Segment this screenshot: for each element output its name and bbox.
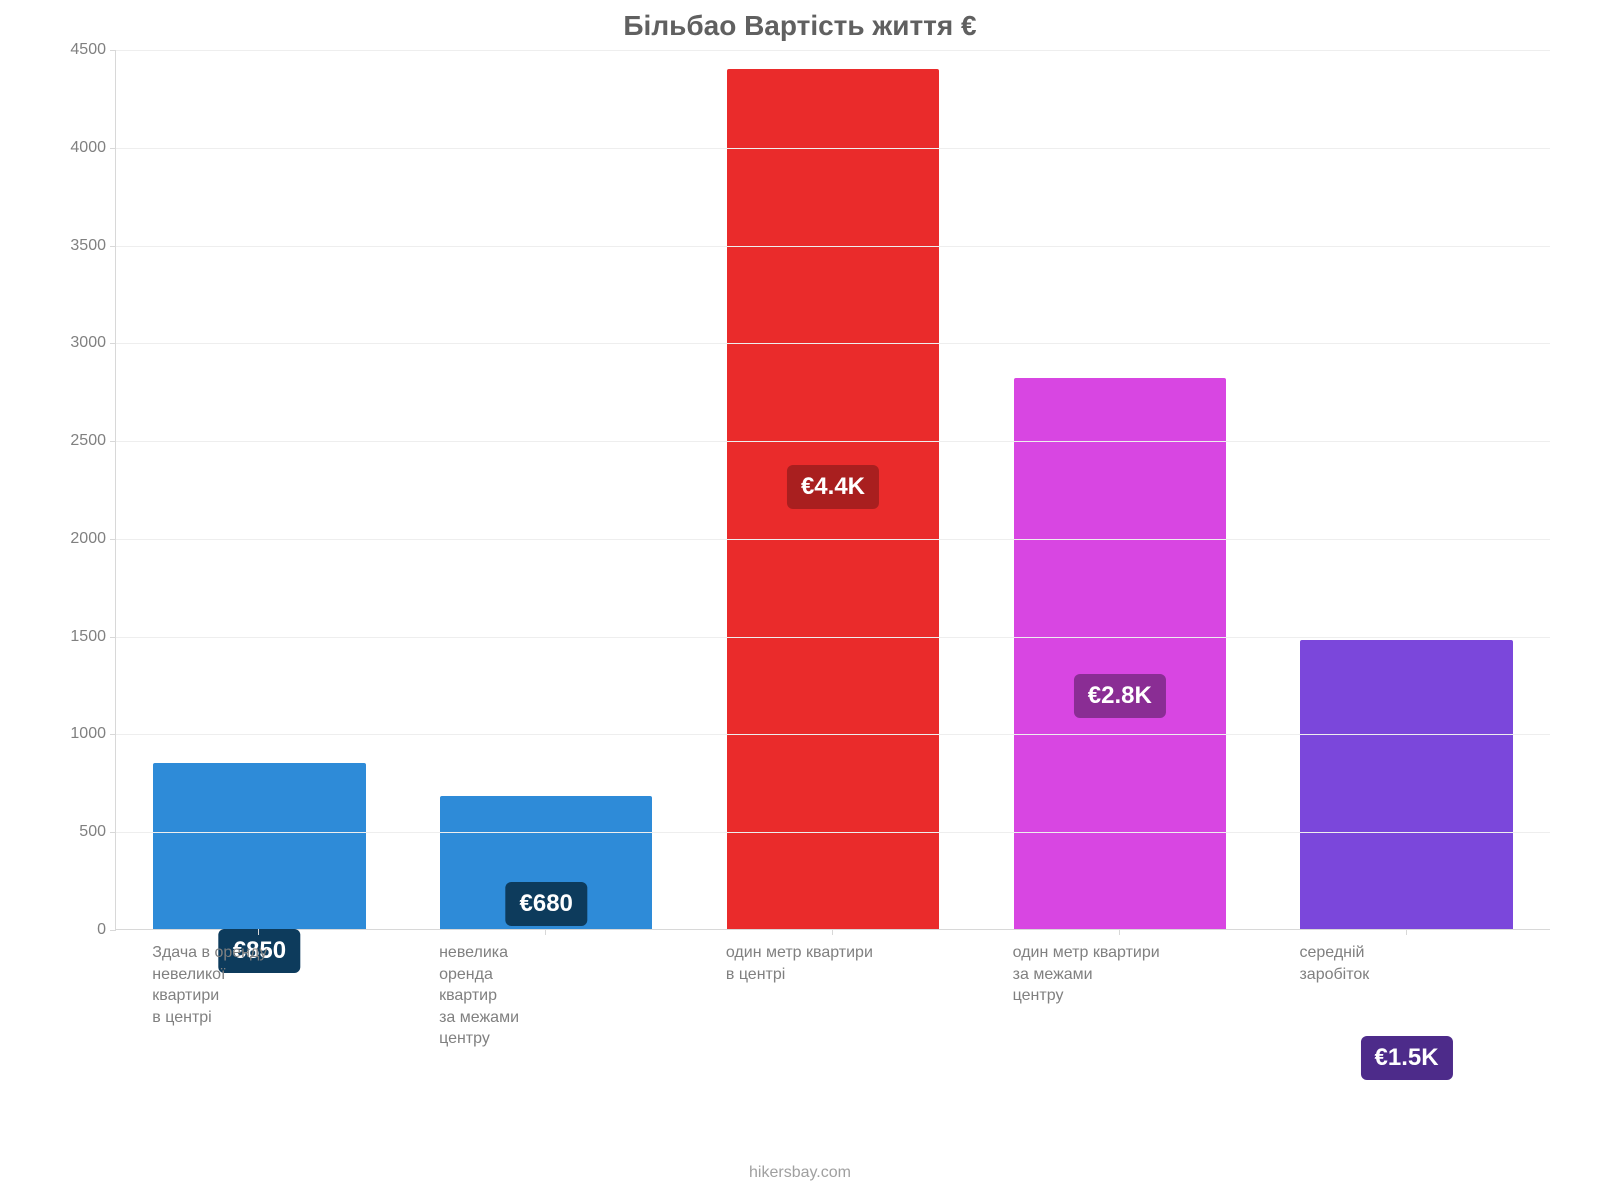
- x-axis-label: Здача в оренду невеликої квартири в цент…: [152, 942, 364, 1028]
- y-axis-label: 3500: [56, 237, 116, 255]
- x-axis-labels: Здача в оренду невеликої квартири в цент…: [115, 930, 1550, 1130]
- bar: €1.5K: [1300, 640, 1512, 929]
- x-axis-label: невелика оренда квартир за межами центру: [439, 942, 651, 1050]
- y-axis-label: 1500: [56, 628, 116, 646]
- grid-line: [116, 734, 1550, 735]
- value-badge: €4.4K: [787, 465, 879, 509]
- x-axis-label: один метр квартири за межами центру: [1013, 942, 1225, 1007]
- y-axis-label: 1000: [56, 725, 116, 743]
- grid-line: [116, 539, 1550, 540]
- chart-title: Більбао Вартість життя €: [50, 10, 1550, 42]
- attribution: hikersbay.com: [0, 1164, 1600, 1182]
- grid-line: [116, 637, 1550, 638]
- x-axis-label: один метр квартири в центрі: [726, 942, 938, 985]
- y-axis-label: 0: [56, 921, 116, 939]
- value-badge: €2.8K: [1074, 674, 1166, 718]
- y-axis-label: 500: [56, 823, 116, 841]
- x-tick: [1406, 929, 1407, 935]
- grid-line: [116, 50, 1550, 51]
- x-tick: [832, 929, 833, 935]
- plot-area: €850€680€4.4K€2.8K€1.5K 0500100015002000…: [115, 50, 1550, 930]
- x-axis-label: середній заробіток: [1299, 942, 1511, 985]
- bar: €4.4K: [727, 69, 939, 929]
- grid-line: [116, 148, 1550, 149]
- y-axis-label: 2500: [56, 432, 116, 450]
- bar: €2.8K: [1014, 378, 1226, 929]
- grid-line: [116, 246, 1550, 247]
- y-axis-label: 2000: [56, 530, 116, 548]
- y-axis-label: 4500: [56, 41, 116, 59]
- y-axis-label: 3000: [56, 334, 116, 352]
- value-badge: €680: [505, 882, 586, 926]
- y-axis-label: 4000: [56, 139, 116, 157]
- bar: €850: [153, 763, 365, 929]
- grid-line: [116, 343, 1550, 344]
- grid-line: [116, 441, 1550, 442]
- bars-layer: €850 €680 €4.4K €2.8K €1.5K: [116, 50, 1550, 929]
- x-tick: [1119, 929, 1120, 935]
- x-tick: [545, 929, 546, 935]
- bar: €680: [440, 796, 652, 929]
- cost-of-living-chart: Більбао Вартість життя € €850 €680 €4.4K €2…: [50, 10, 1550, 1150]
- grid-line: [116, 832, 1550, 833]
- x-tick: [258, 929, 259, 935]
